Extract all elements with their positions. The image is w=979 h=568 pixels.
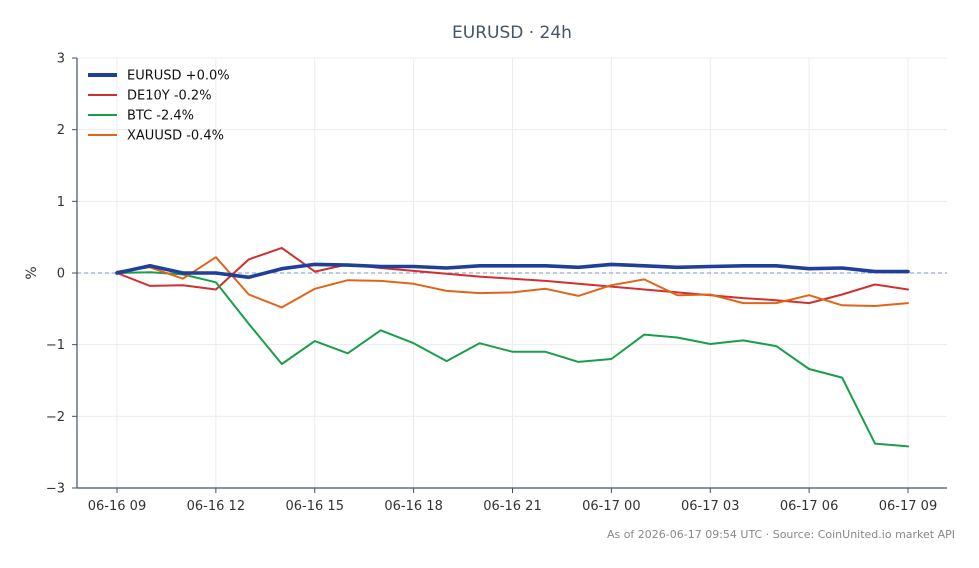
x-tick-label: 06-17 00 bbox=[582, 499, 640, 514]
chart-title: EURUSD · 24h bbox=[452, 23, 572, 43]
y-tick-label: 0 bbox=[57, 267, 65, 282]
series-line-btc bbox=[116, 271, 909, 448]
x-tick-label: 06-17 03 bbox=[681, 499, 739, 514]
y-tick-label: 3 bbox=[57, 52, 65, 67]
y-tick-label: −1 bbox=[46, 338, 65, 353]
y-tick-label: −2 bbox=[46, 410, 65, 425]
series-line-de10y bbox=[116, 246, 909, 305]
x-tick-label: 06-16 15 bbox=[286, 499, 344, 514]
legend: EURUSD +0.0% DE10Y -0.2% BTC -2.4% XAUUSD -… bbox=[88, 69, 230, 144]
legend-label-xauusd: XAUUSD -0.4% bbox=[127, 129, 224, 144]
y-tick-label: −3 bbox=[46, 482, 65, 497]
y-axis-label: % bbox=[24, 266, 40, 279]
series-layer bbox=[115, 246, 910, 448]
series-line-eurusd bbox=[115, 262, 910, 280]
axes-layer: 3 2 1 0 −1 −2 −3 06-16 09 06-16 12 06-16 15 06-16 … bbox=[46, 52, 947, 514]
series-line-xauusd bbox=[116, 256, 909, 309]
x-tick-label: 06-16 12 bbox=[187, 499, 245, 514]
x-tick-label: 06-17 09 bbox=[879, 499, 937, 514]
legend-label-de10y: DE10Y -0.2% bbox=[127, 89, 212, 104]
y-tick-label: 2 bbox=[57, 123, 65, 138]
y-tick-label: 1 bbox=[57, 195, 65, 210]
x-tick-label: 06-16 21 bbox=[483, 499, 541, 514]
legend-label-btc: BTC -2.4% bbox=[127, 109, 194, 124]
legend-label-eurusd: EURUSD +0.0% bbox=[127, 69, 230, 84]
x-tick-label: 06-17 06 bbox=[780, 499, 838, 514]
x-tick-label: 06-16 09 bbox=[88, 499, 146, 514]
source-note: As of 2026-06-17 09:54 UTC · Source: Coi… bbox=[607, 528, 955, 541]
x-tick-label: 06-16 18 bbox=[384, 499, 442, 514]
